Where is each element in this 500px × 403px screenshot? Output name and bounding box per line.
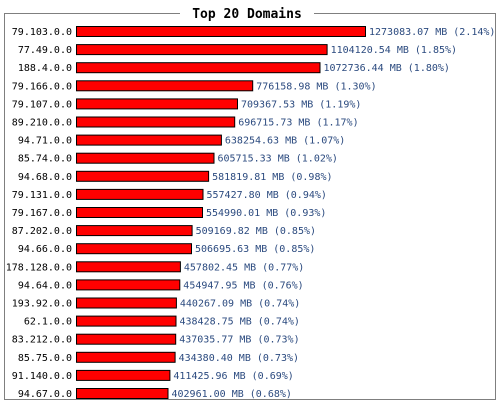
value-label: 402961.00 MB (0.68%) — [172, 389, 292, 400]
value-label: 411425.96 MB (0.69%) — [173, 371, 293, 382]
value-label: 1072736.44 MB (1.80%) — [324, 63, 450, 74]
category-label: 79.107.0.0 — [12, 99, 72, 110]
category-label: 79.167.0.0 — [12, 208, 72, 219]
value-label: 457802.45 MB (0.77%) — [184, 262, 304, 273]
value-label: 557427.80 MB (0.94%) — [207, 190, 327, 201]
chart-title: Top 20 Domains — [192, 7, 302, 22]
bar — [76, 351, 176, 363]
bar — [76, 152, 215, 164]
category-label: 188.4.0.0 — [18, 63, 72, 74]
category-label: 178.128.0.0 — [6, 262, 72, 273]
bar — [76, 98, 238, 110]
category-label: 85.75.0.0 — [18, 353, 72, 364]
value-label: 638254.63 MB (1.07%) — [225, 136, 345, 147]
bar — [76, 44, 328, 56]
category-label: 79.131.0.0 — [12, 190, 72, 201]
category-label: 83.212.0.0 — [12, 335, 72, 346]
value-label: 454947.95 MB (0.76%) — [183, 280, 303, 291]
value-label: 437035.77 MB (0.73%) — [179, 335, 299, 346]
value-label: 581819.81 MB (0.98%) — [212, 172, 332, 183]
category-label: 94.68.0.0 — [18, 172, 72, 183]
value-label: 506695.63 MB (0.85%) — [195, 244, 315, 255]
bar — [76, 243, 192, 255]
bar — [76, 170, 210, 182]
value-label: 434380.40 MB (0.73%) — [179, 353, 299, 364]
category-label: 77.49.0.0 — [18, 45, 72, 56]
category-label: 79.166.0.0 — [12, 81, 72, 92]
bar — [76, 261, 181, 273]
value-label: 605715.33 MB (1.02%) — [218, 154, 338, 165]
bar — [76, 388, 169, 399]
value-label: 1104120.54 MB (1.85%) — [331, 45, 457, 56]
bar — [76, 315, 177, 327]
category-label: 91.140.0.0 — [12, 371, 72, 382]
bar-rows: 79.103.0.0 1273083.07 MB (2.14%) 77.49.0.0… — [6, 26, 495, 400]
category-label: 89.210.0.0 — [12, 118, 72, 129]
category-label: 85.74.0.0 — [18, 154, 72, 165]
title-background — [180, 4, 314, 22]
category-label: 62.1.0.0 — [24, 317, 72, 328]
bar — [76, 80, 254, 92]
value-label: 1273083.07 MB (2.14%) — [369, 27, 495, 38]
value-label: 440267.09 MB (0.74%) — [180, 299, 300, 310]
bar — [76, 297, 177, 309]
bar — [76, 26, 366, 37]
category-label: 94.67.0.0 — [18, 389, 72, 400]
category-label: 193.92.0.0 — [12, 299, 72, 310]
category-label: 94.66.0.0 — [18, 244, 72, 255]
value-label: 438428.75 MB (0.74%) — [180, 317, 300, 328]
category-label: 87.202.0.0 — [12, 226, 72, 237]
value-label: 776158.98 MB (1.30%) — [256, 81, 376, 92]
category-label: 94.71.0.0 — [18, 136, 72, 147]
value-label: 696715.73 MB (1.17%) — [238, 118, 358, 129]
category-label: 79.103.0.0 — [12, 27, 72, 38]
bar — [76, 62, 321, 74]
bar — [76, 116, 236, 128]
category-label: 94.64.0.0 — [18, 280, 72, 291]
bar — [76, 225, 193, 237]
bar — [76, 279, 181, 291]
bar — [76, 207, 203, 218]
value-label: 554990.01 MB (0.93%) — [206, 208, 326, 219]
value-label: 509169.82 MB (0.85%) — [196, 226, 316, 237]
bar — [76, 333, 177, 345]
bar — [76, 188, 204, 200]
bar — [76, 134, 222, 146]
value-label: 709367.53 MB (1.19%) — [241, 99, 361, 110]
bar — [76, 369, 171, 381]
